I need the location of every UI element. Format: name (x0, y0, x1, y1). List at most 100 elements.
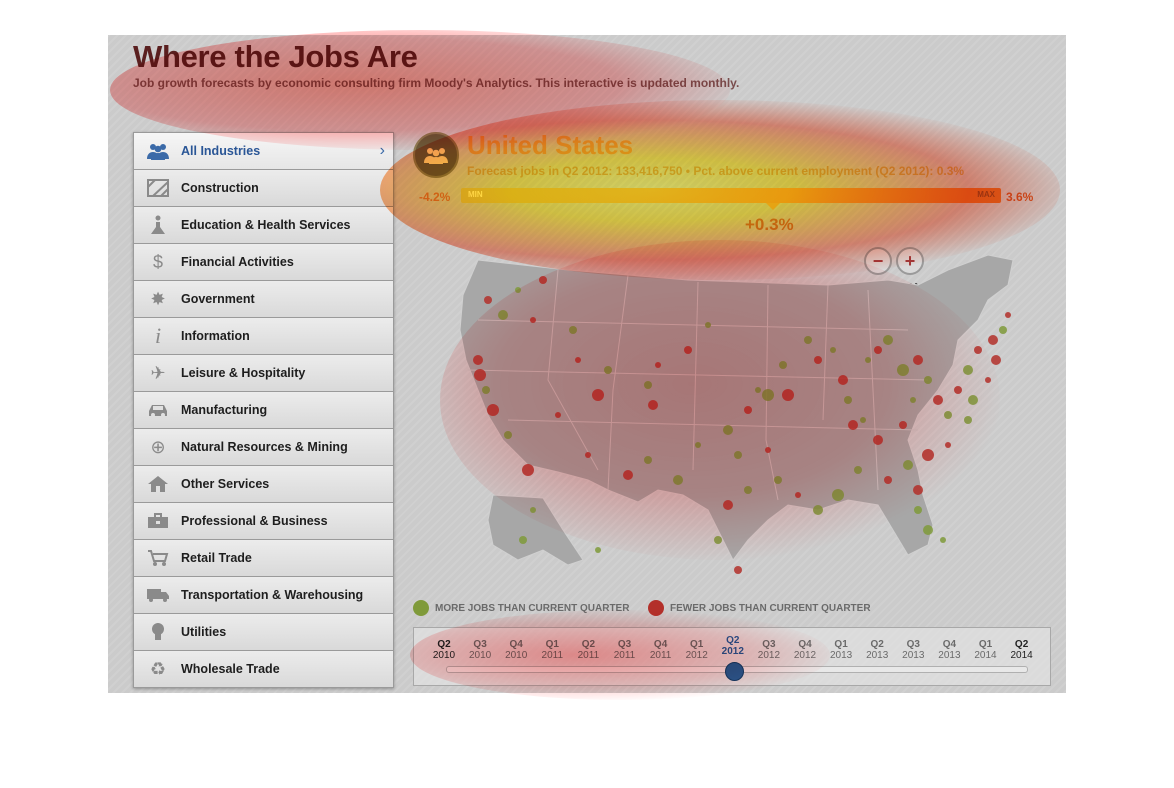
timeline-tick[interactable]: Q1 2011 (532, 639, 572, 661)
sidebar-item-leisure[interactable]: ✈ Leisure & Hospitality (134, 355, 393, 392)
metro-dot-more[interactable] (883, 335, 893, 345)
metro-dot-fewer[interactable] (922, 449, 934, 461)
metro-dot-fewer[interactable] (913, 485, 923, 495)
metro-dot-more[interactable] (897, 364, 909, 376)
timeline-tick[interactable]: Q2 2010 (424, 639, 464, 661)
metro-dot-fewer[interactable] (623, 470, 633, 480)
metro-dot-more[interactable] (695, 442, 701, 448)
metro-dot-fewer[interactable] (484, 296, 492, 304)
metro-dot-fewer[interactable] (838, 375, 848, 385)
metro-dot-fewer[interactable] (684, 346, 692, 354)
metro-dot-more[interactable] (744, 486, 752, 494)
timeline-tick[interactable]: Q2 2012 (713, 635, 753, 657)
timeline-tick[interactable]: Q4 2012 (785, 639, 825, 661)
metro-dot-fewer[interactable] (765, 447, 771, 453)
metro-dot-fewer[interactable] (795, 492, 801, 498)
metro-dot-more[interactable] (734, 451, 742, 459)
metro-dot-more[interactable] (854, 466, 862, 474)
metro-dot-fewer[interactable] (782, 389, 794, 401)
metro-dot-fewer[interactable] (874, 346, 882, 354)
metro-dot-fewer[interactable] (522, 464, 534, 476)
sidebar-item-education-health[interactable]: Education & Health Services (134, 207, 393, 244)
metro-dot-more[interactable] (673, 475, 683, 485)
metro-dot-more[interactable] (515, 287, 521, 293)
timeline-tick[interactable]: Q3 2013 (893, 639, 933, 661)
metro-dot-more[interactable] (644, 381, 652, 389)
metro-dot-fewer[interactable] (473, 355, 483, 365)
metro-dot-fewer[interactable] (487, 404, 499, 416)
metro-dot-more[interactable] (865, 357, 871, 363)
metro-dot-more[interactable] (944, 411, 952, 419)
sidebar-item-manufacturing[interactable]: Manufacturing (134, 392, 393, 429)
metro-dot-more[interactable] (923, 525, 933, 535)
metro-dot-more[interactable] (774, 476, 782, 484)
timeline-tick[interactable]: Q1 2012 (677, 639, 717, 661)
metro-dot-fewer[interactable] (873, 435, 883, 445)
metro-dot-fewer[interactable] (933, 395, 943, 405)
sidebar-item-retail[interactable]: Retail Trade (134, 540, 393, 577)
alaska-shape[interactable] (487, 494, 584, 566)
metro-dot-more[interactable] (705, 322, 711, 328)
metro-dot-fewer[interactable] (988, 335, 998, 345)
metro-dot-fewer[interactable] (945, 442, 951, 448)
metro-dot-more[interactable] (903, 460, 913, 470)
timeline-tick[interactable]: Q3 2011 (605, 639, 645, 661)
timeline-tick[interactable]: Q3 2012 (749, 639, 789, 661)
timeline-tick[interactable]: Q2 2013 (857, 639, 897, 661)
metro-dot-fewer[interactable] (991, 355, 1001, 365)
metro-dot-more[interactable] (569, 326, 577, 334)
metro-dot-more[interactable] (530, 507, 536, 513)
metro-dot-more[interactable] (519, 536, 527, 544)
us-map[interactable] (448, 240, 1028, 590)
metro-dot-more[interactable] (762, 389, 774, 401)
metro-dot-more[interactable] (813, 505, 823, 515)
sidebar-item-wholesale[interactable]: ♻ Wholesale Trade (134, 651, 393, 687)
metro-dot-more[interactable] (498, 310, 508, 320)
metro-dot-fewer[interactable] (575, 357, 581, 363)
metro-dot-more[interactable] (860, 417, 866, 423)
metro-dot-more[interactable] (924, 376, 932, 384)
sidebar-item-other-services[interactable]: Other Services (134, 466, 393, 503)
metro-dot-more[interactable] (844, 396, 852, 404)
metro-dot-more[interactable] (830, 347, 836, 353)
metro-dot-fewer[interactable] (1005, 312, 1011, 318)
sidebar-item-natural-resources[interactable]: ⊕ Natural Resources & Mining (134, 429, 393, 466)
metro-dot-fewer[interactable] (744, 406, 752, 414)
metro-dot-fewer[interactable] (474, 369, 486, 381)
metro-dot-more[interactable] (779, 361, 787, 369)
metro-dot-more[interactable] (604, 366, 612, 374)
timeline-tick[interactable]: Q3 2010 (460, 639, 500, 661)
metro-dot-more[interactable] (595, 547, 601, 553)
metro-dot-fewer[interactable] (655, 362, 661, 368)
metro-dot-fewer[interactable] (913, 355, 923, 365)
metro-dot-fewer[interactable] (555, 412, 561, 418)
timeline-tick[interactable]: Q2 2014 (1002, 639, 1042, 661)
metro-dot-fewer[interactable] (884, 476, 892, 484)
metro-dot-more[interactable] (482, 386, 490, 394)
metro-dot-fewer[interactable] (530, 317, 536, 323)
metro-dot-fewer[interactable] (985, 377, 991, 383)
timeline-tick[interactable]: Q4 2011 (641, 639, 681, 661)
sidebar-item-government[interactable]: ✸ Government (134, 281, 393, 318)
metro-dot-more[interactable] (940, 537, 946, 543)
metro-dot-more[interactable] (644, 456, 652, 464)
timeline-knob[interactable] (724, 662, 744, 681)
metro-dot-more[interactable] (910, 397, 916, 403)
metro-dot-fewer[interactable] (974, 346, 982, 354)
timeline-tick[interactable]: Q4 2013 (929, 639, 969, 661)
sidebar-item-information[interactable]: i Information (134, 318, 393, 355)
metro-dot-fewer[interactable] (899, 421, 907, 429)
sidebar-item-construction[interactable]: Construction (134, 170, 393, 207)
timeline-tick[interactable]: Q4 2010 (496, 639, 536, 661)
metro-dot-fewer[interactable] (648, 400, 658, 410)
timeline-tick[interactable]: Q2 2011 (568, 639, 608, 661)
sidebar-item-financial[interactable]: $ Financial Activities (134, 244, 393, 281)
metro-dot-more[interactable] (999, 326, 1007, 334)
metro-dot-more[interactable] (714, 536, 722, 544)
sidebar-item-utilities[interactable]: Utilities (134, 614, 393, 651)
metro-dot-more[interactable] (832, 489, 844, 501)
timeline-tick[interactable]: Q1 2014 (966, 639, 1006, 661)
metro-dot-more[interactable] (755, 387, 761, 393)
metro-dot-fewer[interactable] (848, 420, 858, 430)
sidebar-item-all-industries[interactable]: All Industries › (134, 133, 393, 170)
